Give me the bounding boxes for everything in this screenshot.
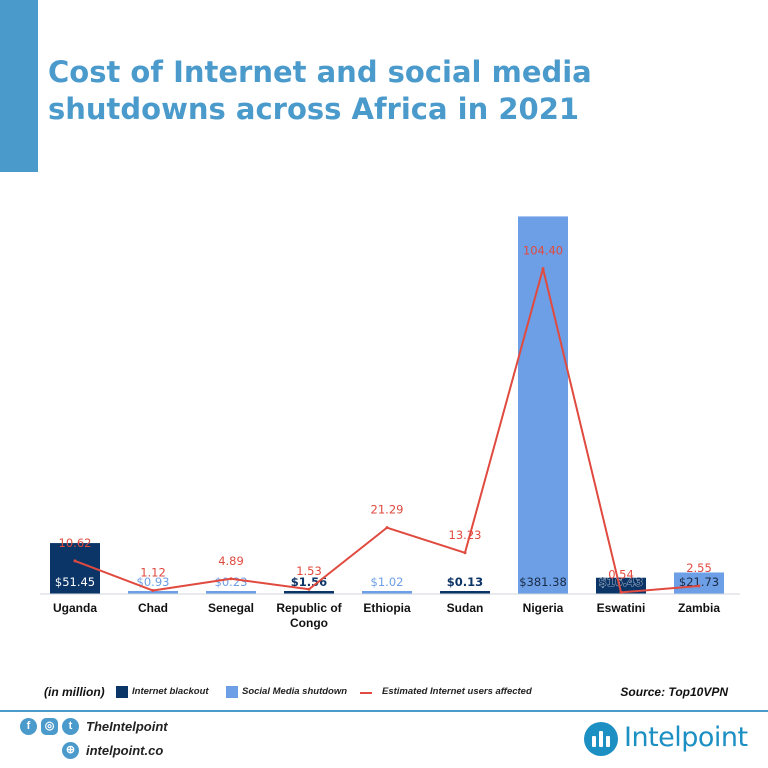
legend-label-social: Social Media shutdown bbox=[242, 686, 348, 697]
line-point-0 bbox=[73, 559, 77, 563]
line-point-6 bbox=[541, 267, 545, 271]
brand-name: Intelpoint bbox=[624, 722, 748, 753]
x-tick-label-2: Senegal bbox=[208, 601, 254, 615]
footer-divider bbox=[0, 710, 768, 712]
x-tick-label-1: Chad bbox=[138, 601, 168, 615]
x-tick-label-5: Sudan bbox=[447, 601, 484, 615]
x-tick-label-7: Eswatini bbox=[597, 601, 646, 615]
legend: (in million) Internet blackout Social Me… bbox=[40, 684, 740, 702]
bar-label-0: $51.45 bbox=[55, 575, 95, 589]
bar-social-2 bbox=[206, 591, 256, 594]
instagram-icon[interactable]: ◎ bbox=[41, 718, 58, 735]
line-point-7 bbox=[619, 590, 623, 594]
globe-icon: ⊕ bbox=[62, 742, 79, 759]
bar-label-6: $381.38 bbox=[519, 575, 567, 589]
x-tick-label-4: Ethiopia bbox=[363, 601, 411, 615]
line-label-0: 10.62 bbox=[59, 536, 92, 550]
unit-label: (in million) bbox=[44, 685, 105, 699]
source-label: Source: Top10VPN bbox=[620, 685, 728, 699]
bar-social-6 bbox=[518, 216, 568, 594]
bar-blackout-0 bbox=[50, 543, 100, 594]
twitter-icon[interactable]: t bbox=[62, 718, 79, 735]
line-label-3: 1.53 bbox=[296, 564, 322, 578]
line-label-8: 2.55 bbox=[686, 561, 712, 575]
line-label-4: 21.29 bbox=[371, 503, 404, 517]
bar-label-1: $0.93 bbox=[137, 575, 170, 589]
legend-label-blackout: Internet blackout bbox=[132, 686, 209, 697]
website-link[interactable]: intelpoint.co bbox=[86, 743, 164, 758]
line-label-7: 0.54 bbox=[608, 567, 634, 581]
line-point-4 bbox=[385, 526, 389, 530]
x-tick-label-8: Zambia bbox=[678, 601, 720, 615]
bar-label-5: $0.13 bbox=[447, 575, 483, 589]
bar-social-1 bbox=[128, 591, 178, 594]
x-tick-label-6: Nigeria bbox=[523, 601, 564, 615]
brand-logo: Intelpoint bbox=[584, 720, 748, 760]
line-label-5: 13.23 bbox=[449, 528, 482, 542]
accent-bar bbox=[0, 0, 38, 172]
bar-label-7: $16.43 bbox=[599, 575, 643, 589]
line-point-3 bbox=[307, 587, 311, 591]
bar-blackout-7 bbox=[596, 577, 646, 594]
line-label-1: 1.12 bbox=[140, 566, 166, 580]
x-tick-label-3-1: Congo bbox=[290, 616, 328, 630]
facebook-icon[interactable]: f bbox=[20, 718, 37, 735]
x-tick-label-3: Republic of bbox=[276, 601, 342, 615]
line-point-5 bbox=[463, 551, 467, 555]
bar-label-4: $1.02 bbox=[371, 575, 404, 589]
line-label-2: 4.89 bbox=[218, 554, 244, 568]
legend-label-users: Estimated Internet users affected bbox=[382, 686, 532, 697]
chart-title: Cost of Internet and social media shutdo… bbox=[48, 55, 592, 126]
bar-label-8: $21.73 bbox=[679, 575, 719, 589]
brand-mark-icon bbox=[584, 722, 618, 756]
bar-label-2: $0.23 bbox=[215, 575, 248, 589]
line-point-2 bbox=[229, 577, 233, 581]
bar-label-3: $1.56 bbox=[291, 575, 327, 589]
bar-social-8 bbox=[674, 572, 724, 594]
legend-swatch-users bbox=[360, 692, 372, 694]
social-handle[interactable]: TheIntelpoint bbox=[86, 719, 168, 734]
x-tick-label-0: Uganda bbox=[53, 601, 97, 615]
bar-blackout-5 bbox=[440, 591, 490, 594]
line-point-8 bbox=[697, 584, 701, 588]
chart-area: $51.45 $0.93 $0.23 $1.56 $1.02 $0.13 $381.38 $1… bbox=[40, 216, 740, 630]
series-line-users bbox=[74, 267, 700, 594]
legend-swatch-social bbox=[226, 686, 238, 698]
line-point-1 bbox=[151, 589, 155, 593]
legend-swatch-blackout bbox=[116, 686, 128, 698]
bar-blackout-3 bbox=[284, 591, 334, 594]
bar-social-4 bbox=[362, 591, 412, 594]
line-label-6: 104.40 bbox=[523, 244, 563, 258]
